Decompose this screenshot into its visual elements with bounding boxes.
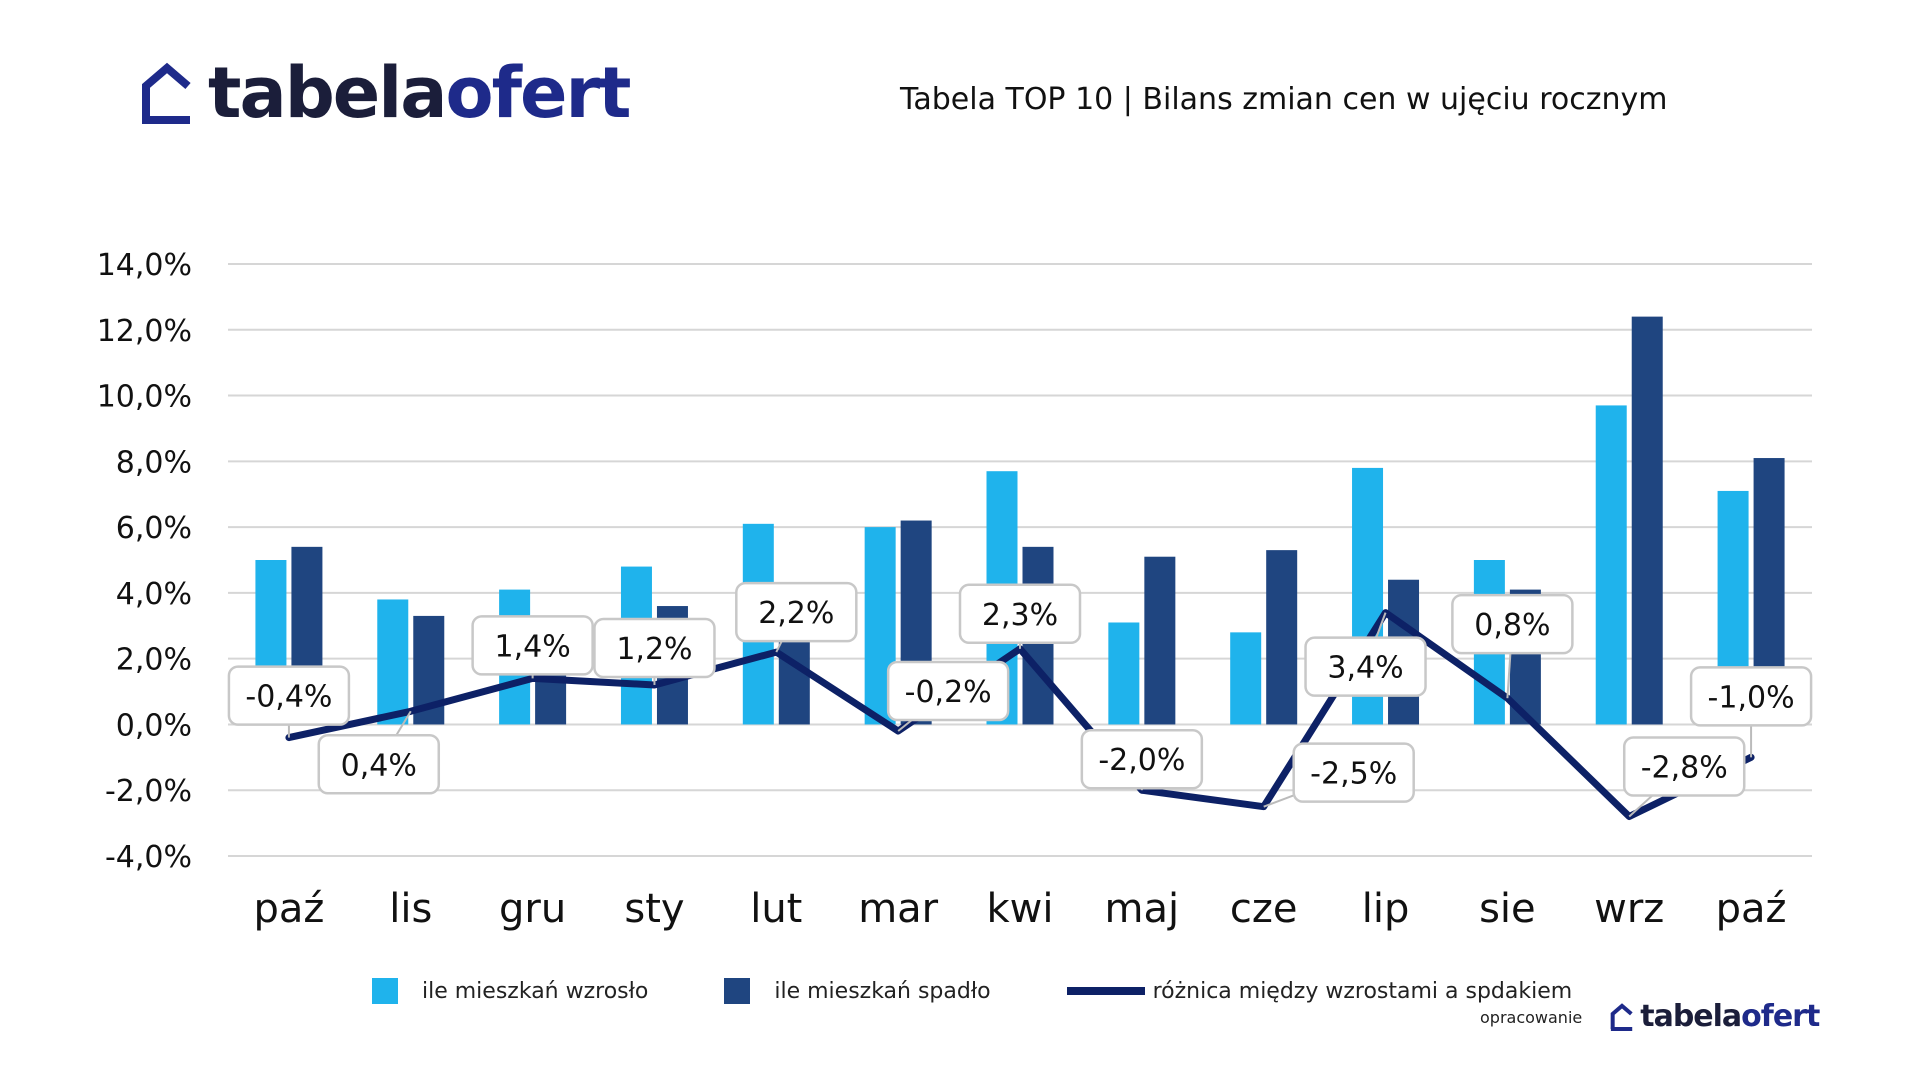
x-tick-label: kwi [987, 886, 1054, 932]
legend: ile mieszkań wzrosło ile mieszkań spadło… [372, 978, 1572, 1004]
x-tick-label: mar [858, 886, 938, 932]
data-label-box [227, 665, 351, 726]
data-label: -1,0% [1708, 680, 1795, 715]
data-label: 0,4% [341, 748, 417, 783]
brand-name: tabelaofert [208, 52, 632, 134]
y-tick-label: 10,0% [97, 380, 192, 415]
house-icon [1610, 1003, 1633, 1031]
x-tick-label: wrz [1594, 886, 1664, 932]
bar-decrease [1144, 556, 1176, 725]
data-label: 2,3% [982, 598, 1058, 633]
x-tick-label: lip [1362, 886, 1410, 932]
page-title: Tabela TOP 10 | Bilans zmian cen w ujęci… [900, 82, 1668, 117]
x-tick-label: sty [624, 886, 684, 932]
y-tick-label: 0,0% [116, 708, 192, 743]
y-tick-label: 6,0% [116, 511, 192, 546]
bar-increase [1230, 632, 1262, 725]
footer-note: opracowanie [1480, 1007, 1583, 1027]
data-label-box [1689, 666, 1813, 727]
y-tick-label: 4,0% [116, 577, 192, 612]
data-label-box [1292, 742, 1415, 803]
data-label-box [1080, 728, 1204, 790]
data-label: 1,4% [495, 629, 571, 664]
y-tick-label: 8,0% [116, 445, 192, 480]
bar-increase [377, 599, 409, 725]
x-tick-label: lis [389, 886, 432, 932]
chart: 14,0% 12,0% 10,0% 8,0% 6,0% 4,0% 2,0% 0,0% -2,0%… [97, 248, 1813, 932]
legend-item-increase: ile mieszkań wzrosło [372, 978, 648, 1004]
data-label-box [958, 583, 1082, 645]
bar-decrease [1266, 550, 1298, 725]
data-label-box [471, 615, 594, 676]
bar-increase [1595, 405, 1627, 725]
bar-decrease [1631, 316, 1663, 725]
data-label-box [593, 617, 716, 679]
legend-swatch-increase [372, 978, 398, 1004]
y-tick-label: -4,0% [105, 840, 192, 875]
legend-swatch-difference [1066, 987, 1145, 995]
y-tick-label: 14,0% [97, 248, 192, 283]
legend-label-decrease: ile mieszkań spadło [774, 978, 991, 1004]
x-tick-label: gru [499, 886, 566, 932]
footer: opracowanie tabelaofert [1480, 999, 1820, 1034]
y-tick-label: -2,0% [105, 774, 192, 809]
data-label-box [886, 660, 1010, 722]
y-tick-label: 12,0% [97, 314, 192, 349]
data-label-box [1451, 593, 1574, 655]
bar-increase [1108, 622, 1140, 725]
data-label: -0,4% [245, 680, 332, 715]
data-label: -2,8% [1641, 751, 1728, 786]
house-icon [142, 62, 191, 124]
data-label: -0,2% [905, 675, 992, 710]
footer-brand-name: tabelaofert [1640, 999, 1820, 1034]
legend-swatch-decrease [724, 978, 751, 1004]
data-label: 1,2% [616, 632, 692, 667]
legend-label-difference: różnica między wzrostami a spdakiem [1152, 978, 1573, 1004]
data-label: -2,0% [1098, 743, 1185, 778]
legend-label-increase: ile mieszkań wzrosło [422, 978, 649, 1004]
data-label-box [317, 734, 441, 795]
x-tick-label: paź [253, 886, 324, 932]
x-tick-label: sie [1479, 886, 1536, 932]
data-label: 0,8% [1474, 608, 1550, 643]
legend-item-decrease: ile mieszkań spadło [724, 978, 991, 1004]
x-tick-label: lut [750, 886, 802, 932]
data-label: 3,4% [1327, 651, 1403, 686]
footer-logo: tabelaofert [1610, 999, 1820, 1034]
x-tick-label: cze [1230, 886, 1298, 932]
x-tick-label: maj [1105, 886, 1180, 932]
data-label-box [1304, 636, 1427, 697]
data-label: 2,2% [758, 596, 834, 631]
y-tick-label: 2,0% [116, 643, 192, 678]
brand-logo: tabelaofert [140, 52, 632, 134]
x-tick-label: paź [1716, 886, 1787, 932]
legend-item-difference: różnica między wzrostami a spdakiem [1066, 978, 1573, 1004]
data-label-box [1622, 736, 1746, 797]
data-label: -2,5% [1310, 757, 1397, 792]
data-label-box [735, 581, 858, 643]
